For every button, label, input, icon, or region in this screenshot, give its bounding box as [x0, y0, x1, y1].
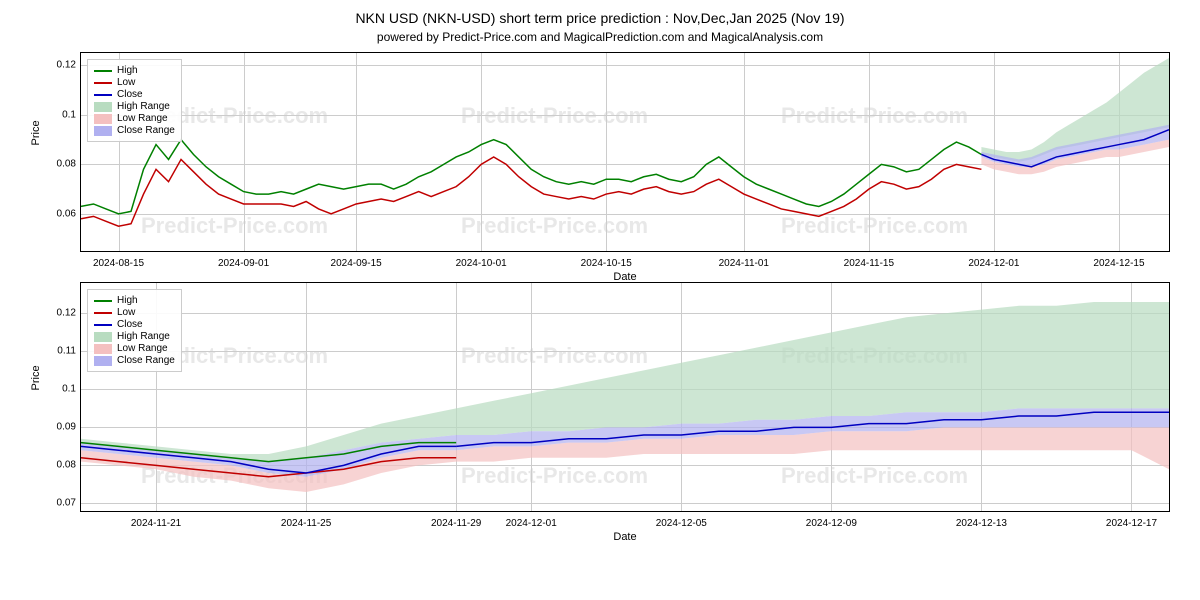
x-axis-label: Date: [613, 531, 636, 543]
legend: HighLowCloseHigh RangeLow RangeClose Ran…: [87, 59, 182, 142]
y-axis-label: Price: [30, 120, 42, 145]
chart-subtitle: powered by Predict-Price.com and Magical…: [20, 30, 1180, 44]
top-chart: Price Date HighLowCloseHigh RangeLow Ran…: [80, 52, 1170, 252]
bottom-chart: Price Date HighLowCloseHigh RangeLow Ran…: [80, 282, 1170, 512]
chart-title: NKN USD (NKN-USD) short term price predi…: [20, 10, 1180, 26]
legend: HighLowCloseHigh RangeLow RangeClose Ran…: [87, 289, 182, 372]
